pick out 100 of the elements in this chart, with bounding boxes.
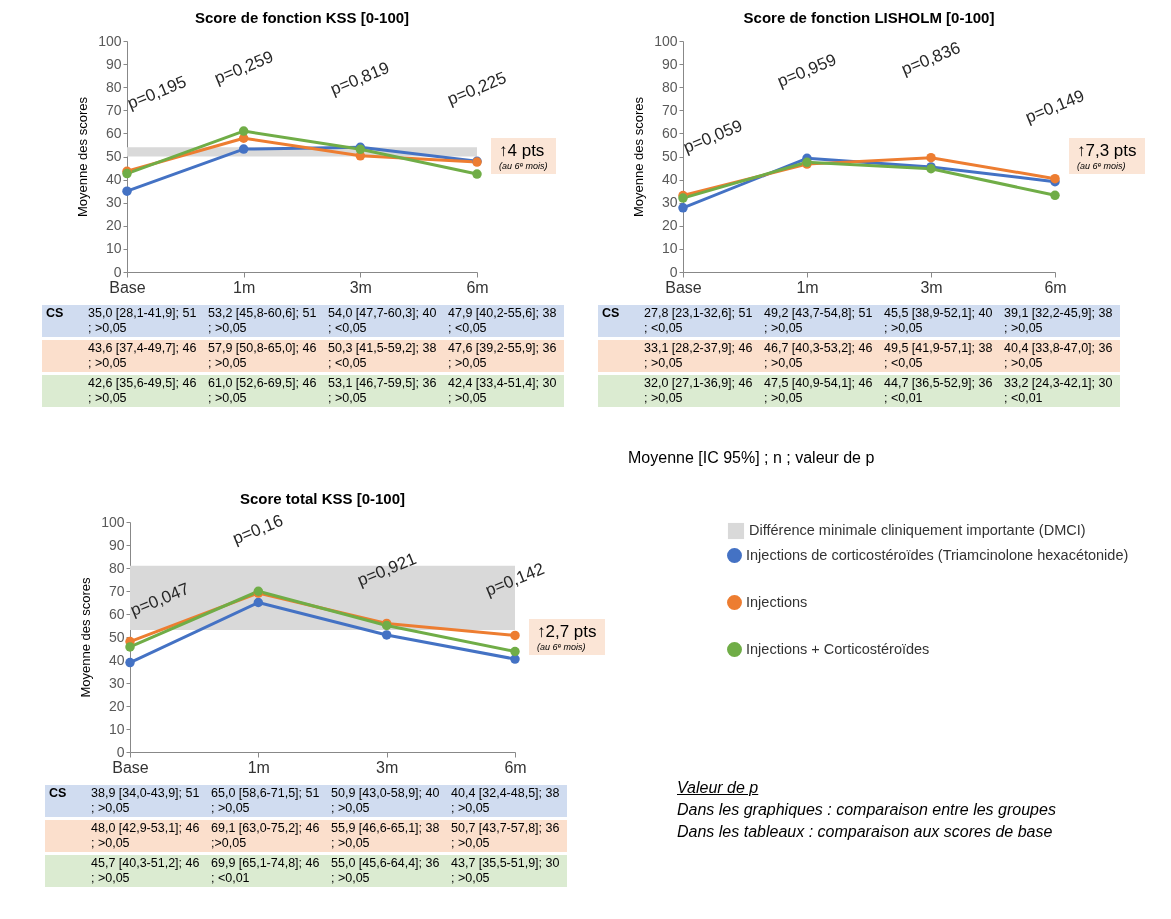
y-tick-label: 20 bbox=[661, 217, 678, 234]
y-tick-label: 30 bbox=[661, 194, 678, 211]
y-tick-label: 10 bbox=[105, 240, 122, 257]
data-label: 47,9 [40,2-55,6]; 38 ; <0,05 bbox=[444, 305, 564, 337]
y-tick-label: 20 bbox=[108, 697, 125, 714]
text: Valeur de p bbox=[677, 778, 760, 798]
data-label: 40,4 [33,8-47,0]; 36 ; >0,05 bbox=[1000, 340, 1120, 372]
data-label: 65,0 [58,6-71,5]; 51 ; >0,05 bbox=[207, 785, 327, 817]
data-label: 40,4 [32,4-48,5]; 38 ; >0,05 bbox=[447, 785, 567, 817]
point bbox=[1050, 190, 1060, 201]
y-tick-label: 80 bbox=[661, 78, 678, 95]
x-tick-label: 1m bbox=[247, 758, 270, 776]
data-label: 43,7 [35,5-51,9]; 30 ; >0,05 bbox=[447, 855, 567, 887]
text: CS bbox=[42, 305, 84, 337]
text: (au 6ᵉ mois) bbox=[537, 641, 587, 652]
text: Dans les graphiques : comparaison entre les groupes bbox=[677, 800, 1056, 820]
data-label: 50,7 [43,7-57,8]; 36 ; >0,05 bbox=[447, 820, 567, 852]
data-label: 45,5 [38,9-52,1]; 40 ; >0,05 bbox=[880, 305, 1000, 337]
y-tick-label: 40 bbox=[661, 171, 678, 188]
data-label: 53,1 [46,7-59,5]; 36 ; >0,05 bbox=[324, 375, 444, 407]
point bbox=[253, 597, 264, 608]
y-axis-title: Moyenne des scores bbox=[631, 96, 647, 217]
data-label: 44,7 [36,5-52,9]; 36 ; <0,01 bbox=[880, 375, 1000, 407]
y-tick-label: 50 bbox=[108, 628, 125, 645]
legend-label: Différence minimale cliniquement importante (DMCI) bbox=[749, 522, 1086, 538]
y-tick-label: 60 bbox=[108, 605, 125, 622]
point bbox=[678, 203, 688, 213]
y-axis-title: Moyenne des scores bbox=[78, 577, 94, 698]
x-tick-label: Base bbox=[112, 758, 149, 776]
y-tick-label: 50 bbox=[105, 148, 122, 164]
data-label: 50,9 [43,0-58,9]; 40 ; >0,05 bbox=[327, 785, 447, 817]
data-label: 46,7 [40,3-53,2]; 46 ; >0,05 bbox=[760, 340, 880, 372]
y-tick-label: 0 bbox=[669, 263, 678, 280]
text: Moyenne [IC 95%] ; n ; valeur de p bbox=[628, 448, 875, 468]
text: CS bbox=[598, 305, 640, 337]
data-label: 55,0 [45,6-64,4]; 36 ; >0,05 bbox=[327, 855, 447, 887]
point bbox=[125, 642, 135, 652]
point bbox=[122, 186, 132, 196]
x-tick-label: 1m bbox=[233, 278, 256, 296]
y-tick-label: 20 bbox=[105, 217, 122, 234]
x-tick-label: 6m bbox=[1044, 278, 1067, 296]
point bbox=[926, 152, 936, 163]
text: ↑2,7 pts bbox=[537, 621, 597, 642]
y-tick-label: 10 bbox=[661, 240, 678, 257]
y-axis-title: Moyenne des scores bbox=[75, 96, 91, 217]
y-tick-label: 10 bbox=[108, 720, 125, 737]
x-tick-label: 3m bbox=[376, 758, 399, 776]
x-tick-label: Base bbox=[665, 278, 702, 296]
data-label: 45,7 [40,3-51,2]; 46 ; >0,05 bbox=[87, 855, 207, 887]
data-label: 38,9 [34,0-43,9]; 51 ; >0,05 bbox=[87, 785, 207, 817]
text: ↑7,3 pts bbox=[1077, 141, 1137, 162]
y-tick-label: 100 bbox=[101, 513, 125, 530]
y-tick-label: 100 bbox=[654, 32, 678, 49]
chart-title: Score de fonction KSS [0-100] bbox=[194, 9, 410, 26]
data-label: 35,0 [28,1-41,9]; 51 ; >0,05 bbox=[84, 305, 204, 337]
text: ↑4 pts bbox=[499, 141, 546, 162]
y-tick-label: 70 bbox=[105, 101, 122, 118]
y-tick-label: 30 bbox=[105, 194, 122, 211]
y-tick-label: 30 bbox=[108, 674, 125, 691]
y-tick-label: 0 bbox=[116, 743, 125, 760]
x-tick-label: 3m bbox=[349, 278, 372, 296]
point bbox=[125, 657, 135, 668]
legend-label: Injections bbox=[746, 593, 808, 610]
data-label: 49,5 [41,9-57,1]; 38 ; <0,05 bbox=[880, 340, 1000, 372]
point bbox=[238, 126, 249, 136]
data-label: 55,9 [46,6-65,1]; 38 ; >0,05 bbox=[327, 820, 447, 852]
x-tick-label: 6m bbox=[504, 758, 527, 776]
x-tick-label: Base bbox=[109, 278, 146, 296]
data-label: 33,2 [24,3-42,1]; 30 ; <0,01 bbox=[1000, 375, 1120, 407]
point bbox=[472, 169, 482, 179]
y-tick-label: 0 bbox=[113, 263, 122, 280]
data-label: 53,2 [45,8-60,6]; 51 ; >0,05 bbox=[204, 305, 324, 337]
data-label: 27,8 [23,1-32,6]; 51 ; <0,05 bbox=[640, 305, 760, 337]
data-label: 50,3 [41,5-59,2]; 38 ; <0,05 bbox=[324, 340, 444, 372]
data-label: 33,1 [28,2-37,9]; 46 ; >0,05 bbox=[640, 340, 760, 372]
data-label: 61,0 [52,6-69,5]; 46 ; >0,05 bbox=[204, 375, 324, 407]
y-tick-label: 90 bbox=[105, 55, 122, 72]
data-label: 32,0 [27,1-36,9]; 46 ; >0,05 bbox=[640, 375, 760, 407]
legend-label: Injections + Corticostéroïdes bbox=[746, 640, 930, 657]
data-label: 57,9 [50,8-65,0]; 46 ; >0,05 bbox=[204, 340, 324, 372]
text: (au 6ᵉ mois) bbox=[499, 161, 548, 172]
point bbox=[381, 630, 392, 640]
data-label: 42,4 [33,4-51,4]; 30 ; >0,05 bbox=[444, 375, 564, 407]
data-label: 47,6 [39,2-55,9]; 36 ; >0,05 bbox=[444, 340, 564, 372]
data-label: 43,6 [37,4-49,7]; 46 ; >0,05 bbox=[84, 340, 204, 372]
text: (au 6ᵉ mois) bbox=[1077, 161, 1127, 172]
y-tick-label: 50 bbox=[661, 148, 678, 164]
chart-title: Score total KSS [0-100] bbox=[239, 490, 406, 507]
data-label: 49,2 [43,7-54,8]; 51 ; >0,05 bbox=[760, 305, 880, 337]
point bbox=[510, 630, 520, 641]
y-tick-label: 40 bbox=[105, 171, 122, 188]
x-tick-label: 6m bbox=[466, 278, 489, 296]
y-tick-label: 60 bbox=[105, 124, 122, 141]
data-label: 69,1 [63,0-75,2]; 46 ;>0,05 bbox=[207, 820, 327, 852]
legend-label: Injections de corticostéroïdes (Triamcinolone hexacétonide) bbox=[746, 546, 1129, 563]
text: CS bbox=[45, 785, 87, 817]
data-label: 48,0 [42,9-53,1]; 46 ; >0,05 bbox=[87, 820, 207, 852]
data-label: 54,0 [47,7-60,3]; 40 ; <0,05 bbox=[324, 305, 444, 337]
data-label: 39,1 [32,2-45,9]; 38 ; >0,05 bbox=[1000, 305, 1120, 337]
data-label: 47,5 [40,9-54,1]; 46 ; >0,05 bbox=[760, 375, 880, 407]
